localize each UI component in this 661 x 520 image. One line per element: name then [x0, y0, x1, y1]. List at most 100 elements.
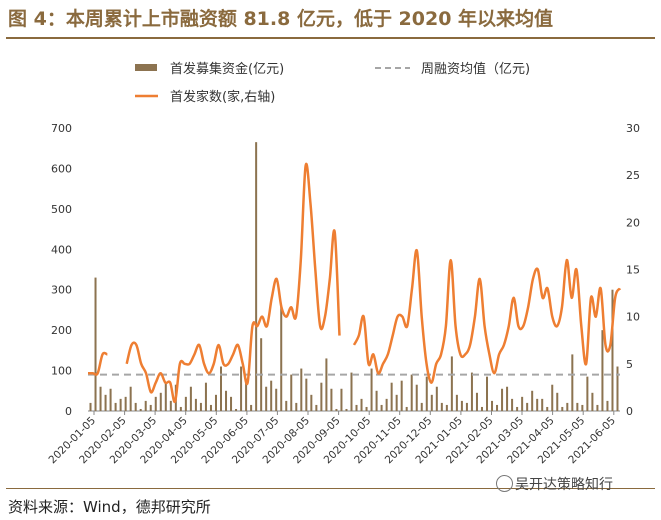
y-right-tick-label: 5	[626, 358, 633, 371]
bar-ipo-funds	[596, 404, 599, 411]
bar-ipo-funds	[320, 382, 323, 411]
bar-ipo-funds	[300, 368, 303, 411]
y-left-tick-label: 0	[65, 405, 72, 418]
bar-ipo-funds	[124, 396, 127, 411]
bar-ipo-funds	[611, 289, 614, 411]
bar-ipo-funds	[465, 402, 468, 411]
bar-ipo-funds	[561, 406, 564, 411]
bar-ipo-funds	[235, 408, 238, 411]
bar-ipo-funds	[420, 402, 423, 411]
bar-ipo-funds	[265, 386, 268, 411]
wechat-icon	[496, 475, 513, 492]
bar-ipo-funds	[380, 404, 383, 411]
bar-ipo-funds	[154, 396, 157, 411]
bar-ipo-funds	[455, 394, 458, 411]
y-right-tick-label: 15	[626, 264, 640, 277]
bar-ipo-funds	[94, 277, 97, 411]
bar-ipo-funds	[250, 404, 253, 411]
bar-ipo-funds	[410, 374, 413, 411]
bar-ipo-funds	[164, 382, 167, 411]
bar-ipo-funds	[521, 396, 524, 411]
bar-ipo-funds	[501, 388, 504, 411]
bar-ipo-funds	[325, 358, 328, 411]
bar-ipo-funds	[179, 406, 182, 411]
bar-ipo-funds	[280, 305, 283, 411]
bar-ipo-funds	[89, 402, 92, 411]
bar-ipo-funds	[330, 388, 333, 411]
bar-ipo-funds	[220, 366, 223, 411]
y-left-tick-label: 200	[51, 324, 72, 337]
bar-ipo-funds	[194, 398, 197, 411]
source-note: 资料来源：Wind，德邦研究所	[8, 498, 211, 516]
bar-ipo-funds	[556, 392, 559, 411]
bar-ipo-funds	[340, 388, 343, 411]
bar-ipo-funds	[460, 400, 463, 411]
legend-bar-swatch	[135, 64, 157, 71]
bar-ipo-funds	[445, 404, 448, 411]
bar-ipo-funds	[139, 408, 142, 411]
bar-ipo-funds	[290, 374, 293, 411]
bar-ipo-funds	[571, 354, 574, 411]
legend: 首发募集资金(亿元) 周融资均值（亿元) 首发家数(家,右轴)	[135, 61, 530, 105]
bar-ipo-funds	[270, 380, 273, 411]
bar-ipo-funds	[350, 372, 353, 411]
bar-ipo-funds	[586, 376, 589, 411]
bar-ipo-funds	[114, 402, 117, 411]
y-right-tick-label: 10	[626, 311, 640, 324]
bar-ipo-funds	[365, 406, 368, 411]
y-left-tick-label: 400	[51, 243, 72, 256]
bar-ipo-funds	[204, 382, 207, 411]
bar-ipo-funds	[496, 404, 499, 411]
bar-ipo-funds	[395, 394, 398, 411]
bar-ipo-funds	[295, 402, 298, 411]
chart-title: 图 4：本周累计上市融资额 81.8 亿元，低于 2020 年以来均值	[8, 8, 554, 30]
bar-ipo-funds	[576, 402, 579, 411]
bar-ipo-funds	[616, 366, 619, 411]
y-left-tick-label: 700	[51, 122, 72, 135]
line-ipo-count	[125, 162, 341, 404]
bar-ipo-funds	[315, 404, 318, 411]
bar-ipo-funds	[240, 366, 243, 411]
bar-ipo-funds	[199, 402, 202, 411]
bar-ipo-funds	[285, 400, 288, 411]
bar-ipo-funds	[491, 400, 494, 411]
title-divider	[6, 37, 655, 39]
bar-ipo-funds	[109, 388, 112, 411]
bar-ipo-funds	[184, 396, 187, 411]
watermark-text: 吴开达策略知行	[515, 477, 613, 493]
y-left-tick-label: 600	[51, 162, 72, 175]
bar-ipo-funds	[541, 398, 544, 411]
bar-ipo-funds	[149, 404, 152, 411]
bar-ipo-funds	[225, 390, 228, 411]
bar-ipo-funds	[119, 398, 122, 411]
bar-ipo-funds	[385, 398, 388, 411]
bar-ipo-funds	[531, 390, 534, 411]
bar-ipo-funds	[475, 392, 478, 411]
bar-ipo-funds	[425, 376, 428, 411]
bar-ipo-funds	[335, 408, 338, 411]
bar-ipo-funds	[516, 406, 519, 411]
bar-ipo-funds	[159, 392, 162, 411]
y-right-tick-label: 30	[626, 122, 640, 135]
y-left-tick-label: 100	[51, 365, 72, 378]
y-left-tick-label: 300	[51, 284, 72, 297]
bar-ipo-funds	[134, 402, 137, 411]
bar-ipo-funds	[99, 386, 102, 411]
bar-ipo-funds	[566, 402, 569, 411]
bar-ipo-funds	[405, 406, 408, 411]
bar-ipo-funds	[400, 380, 403, 411]
bar-ipo-funds	[486, 376, 489, 411]
footer-divider	[6, 488, 655, 489]
bar-ipo-funds	[144, 400, 147, 411]
y-right-tick-label: 0	[626, 405, 633, 418]
bar-ipo-funds	[435, 386, 438, 411]
bar-ipo-funds	[310, 394, 313, 411]
bar-ipo-funds	[104, 394, 107, 411]
bar-ipo-funds	[430, 394, 433, 411]
bar-ipo-funds	[415, 384, 418, 411]
bar-ipo-funds	[480, 406, 483, 411]
bar-ipo-funds	[511, 398, 514, 411]
bar-ipo-funds	[506, 386, 509, 411]
bar-ipo-funds	[360, 398, 363, 411]
y-left-tick-label: 500	[51, 203, 72, 216]
